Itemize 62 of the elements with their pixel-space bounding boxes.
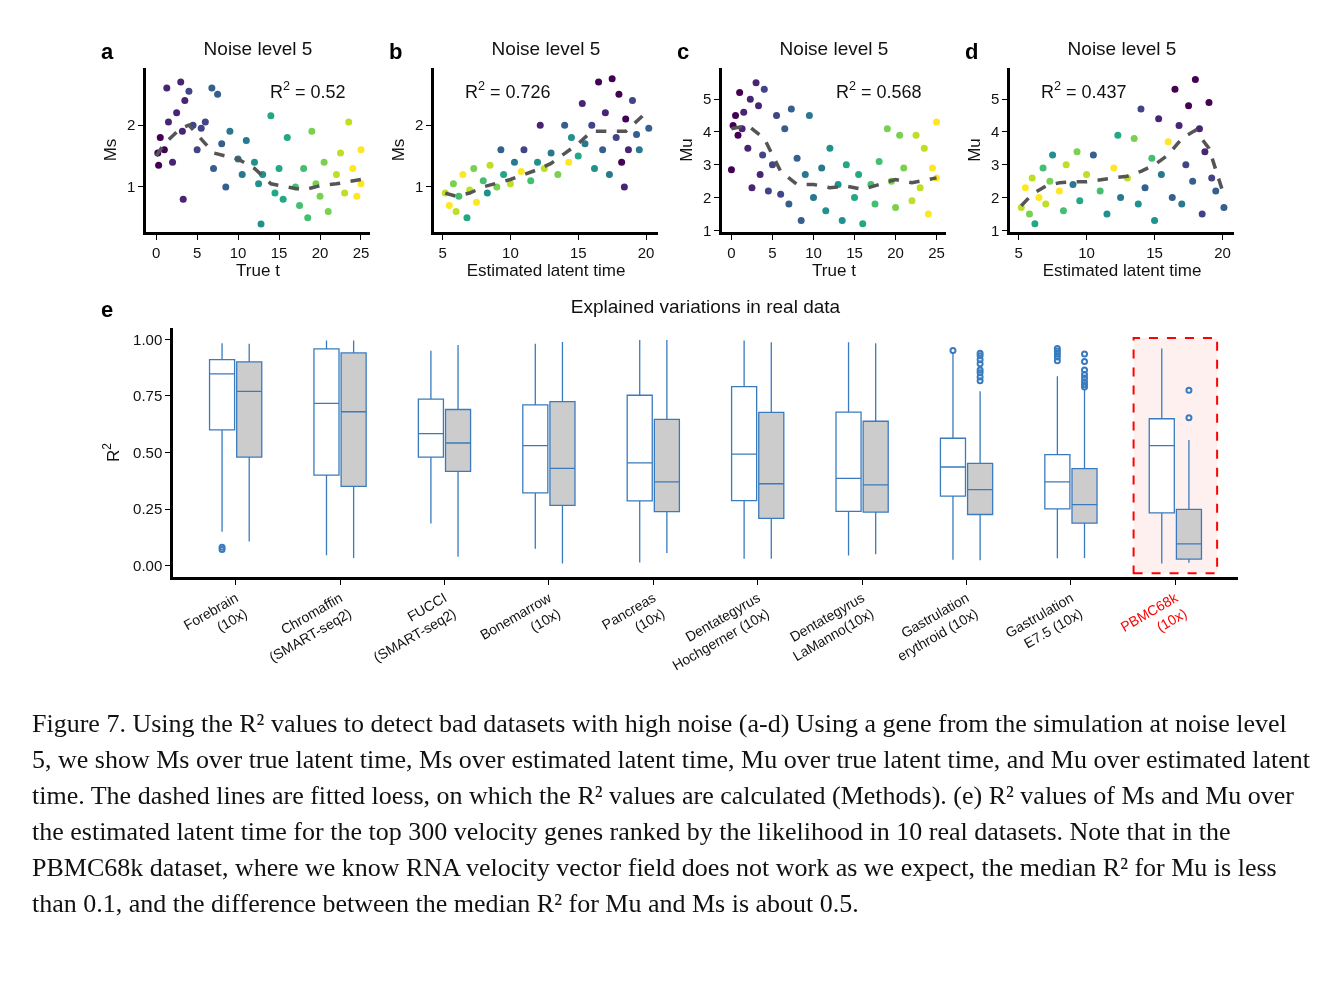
y-tick-label: 0.75: [133, 387, 163, 405]
y-tick-label: 2: [990, 188, 1000, 206]
y-tick-label: 3: [702, 156, 712, 174]
x-tick-label: 25: [928, 243, 945, 261]
x-tick-label: 15: [1146, 243, 1163, 261]
x-tick-label: 25: [352, 243, 370, 261]
chart-title: Noise level 5: [779, 37, 889, 59]
x-tick-label: 5: [1014, 243, 1023, 261]
x-tick-label: 10: [805, 243, 822, 261]
y-axis-title: Mu: [677, 138, 697, 162]
annotation: R$^{2}$ = 0.726: [465, 79, 551, 102]
x-tick-label: 0: [727, 243, 736, 261]
y-tick-label: 1.00: [133, 330, 163, 348]
x-tick-label: 20: [637, 243, 655, 261]
y-tick-label: 1: [990, 221, 1000, 239]
text: b: [389, 39, 403, 64]
x-axis-title: Estimated latent time: [1042, 260, 1202, 280]
chart-title: Noise level 5: [491, 37, 601, 59]
x-tick-label: 5: [192, 243, 202, 261]
x-tick-label: 5: [438, 243, 447, 261]
x-tick-label: 20: [887, 243, 904, 261]
y-tick-label: 5: [702, 90, 712, 108]
x-axis-title: True t: [236, 260, 281, 280]
y-tick-label: 4: [990, 123, 1000, 141]
y-tick-label: 1: [414, 178, 424, 196]
x-tick-label: 15: [270, 243, 288, 261]
x-tick-label: 10: [1078, 243, 1095, 261]
x-tick-label: 0: [151, 243, 161, 261]
y-tick-label: 4: [702, 123, 712, 141]
y-tick-label: 0.00: [133, 556, 163, 574]
x-tick-label: 10: [502, 243, 519, 261]
y-tick-label: 0.25: [133, 500, 163, 518]
text: e: [101, 297, 114, 322]
y-tick-label: 1: [126, 178, 136, 196]
y-axis-title: Ms: [101, 138, 121, 162]
caption: Figure 7. Using the R² values to detect bad datasets with high noise (a-d) Using a gene from the simulation at noise level 5, we show Ms over true latent time, Ms over estimated latent time, Mu over true latent time, and Mu over estimated latent time. The dashed lines are fitted loess, on which the R² values are calculated (Methods). (e) R² values of Ms and Mu over the estimated latent time for the top 300 velocity genes ranked by the likelihood in 10 real datasets. Note that in the PBMC68k dataset, where we know RNA velocity vector field does not work as we expect, the median R² for Mu is less than 0.1, and the difference between the median R² for Mu and Ms is about 0.5.: [32, 708, 1311, 920]
y-tick-label: 2: [126, 116, 136, 134]
y-tick-label: 1: [702, 221, 712, 239]
x-axis-title: True t: [812, 260, 857, 280]
annotation: R$^{2}$ = 0.437: [1041, 79, 1127, 102]
y-axis-title: Mu: [965, 138, 985, 162]
chart-title: Explained variations in real data: [570, 295, 841, 317]
y-tick-label: 3: [990, 156, 1000, 174]
x-tick-label: 15: [569, 243, 587, 261]
x-axis-title: Estimated latent time: [466, 260, 626, 280]
annotation: R$^{2}$ = 0.52: [270, 79, 346, 102]
text: c: [677, 39, 690, 64]
y-axis-title: Ms: [389, 138, 409, 162]
y-tick-label: 0.50: [133, 443, 163, 461]
x-tick-label: 10: [229, 243, 247, 261]
y-tick-label: 5: [990, 90, 1000, 108]
text: d: [965, 39, 979, 64]
annotation: R$^{2}$ = 0.568: [836, 79, 922, 102]
x-tick-label: 5: [768, 243, 777, 261]
x-tick-label: 20: [311, 243, 329, 261]
y-tick-label: 2: [414, 116, 424, 134]
chart-title: Noise level 5: [203, 37, 313, 59]
x-tick-label: 20: [1214, 243, 1231, 261]
chart-title: Noise level 5: [1067, 37, 1177, 59]
text: a: [101, 39, 114, 64]
y-tick-label: 2: [702, 188, 712, 206]
x-tick-label: 15: [846, 243, 863, 261]
